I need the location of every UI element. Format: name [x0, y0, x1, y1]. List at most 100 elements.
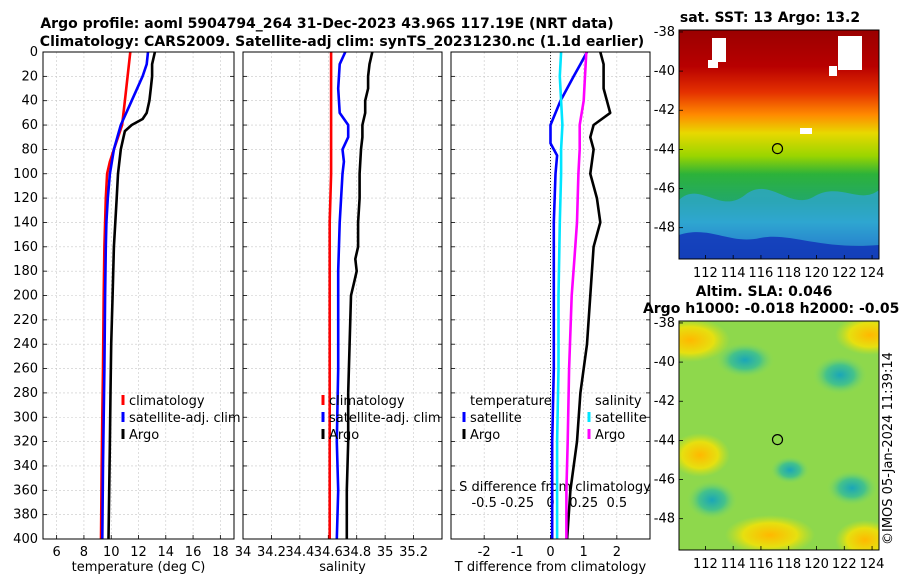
sdiff-tick-label: 0.25 — [569, 496, 598, 511]
sst-lon-label: 120 — [804, 266, 829, 281]
depth-tick-label: 180 — [13, 264, 38, 279]
sla-lat-label: -38 — [654, 316, 675, 331]
sst-lat-label: -48 — [654, 221, 675, 236]
sla-lon-label: 114 — [721, 557, 746, 572]
sst-map-title: sat. SST: 13 Argo: 13.2 — [680, 10, 860, 26]
depth-tick-label: 20 — [21, 69, 38, 84]
depth-tick-label: 0 — [30, 45, 38, 60]
salinity-xtick-label: 34.4 — [285, 545, 314, 560]
sla-map-frame — [678, 320, 880, 551]
temperature-xtick-label: 12 — [130, 545, 147, 560]
salinity-xtick-label: 34 — [235, 545, 252, 560]
temperature-xtick-label: 18 — [212, 545, 229, 560]
sla-high-5 — [835, 520, 879, 550]
temperature-panel: 0 20 40 60 80 100 120 140 160 180 200 220 240 260 280 3… — [13, 45, 240, 575]
temperature-legend-label: climatology — [129, 394, 205, 409]
depth-tick-label: 140 — [13, 215, 38, 230]
sst-lon-label: 118 — [776, 266, 801, 281]
salinity-series-climatology — [328, 52, 333, 539]
sla-map-title-line1: Altim. SLA: 0.046 — [696, 284, 833, 300]
depth-tick-label: 260 — [13, 362, 38, 377]
sla-high-1 — [679, 321, 730, 362]
temperature-series-climatology — [99, 51, 132, 540]
salinity-panel: 34 34.2 34.4 34.6 34.8 35 35.2 salinity climatol… — [235, 51, 443, 575]
temperature-xtick-label: 8 — [80, 545, 88, 560]
depth-tick-label: 120 — [13, 191, 38, 206]
salinity-xtick-label: 35.2 — [399, 545, 428, 560]
sst-cloud-mask-4 — [829, 66, 837, 76]
sst-lat-label: -38 — [654, 25, 675, 40]
sla-lon-label: 116 — [749, 557, 774, 572]
sla-lat-label: -44 — [654, 433, 675, 448]
temperature-legend-label: Argo — [129, 428, 159, 443]
difference-series-s-argo — [565, 51, 588, 539]
legend-t-label: satellite — [470, 411, 522, 426]
difference-xtick-label: -1 — [511, 545, 524, 560]
sst-cloud-mask-5 — [800, 128, 812, 134]
depth-tick-label: 160 — [13, 240, 38, 255]
salinity-xtick-label: 35 — [377, 545, 394, 560]
sst-argo-location-marker — [771, 143, 784, 155]
sla-lon-label: 118 — [776, 557, 801, 572]
difference-xtick-label: 1 — [580, 545, 588, 560]
sst-cloud-mask-1 — [712, 38, 726, 62]
legend-t-label: Argo — [470, 428, 500, 443]
difference-xtick-label: 0 — [546, 545, 554, 560]
depth-tick-label: 320 — [13, 435, 38, 450]
salinity-frame — [242, 51, 443, 540]
sst-deep-cold-band — [679, 232, 879, 259]
sla-lat-label: -46 — [654, 473, 675, 488]
salinity-xtick-label: 34.2 — [257, 545, 286, 560]
salinity-xtick-label: 34.8 — [342, 545, 371, 560]
temperature-xtick-label: 14 — [158, 545, 175, 560]
sdiff-tick-label: -0.25 — [501, 496, 535, 511]
difference-series-t-argo — [565, 51, 612, 540]
sla-low-1 — [715, 342, 775, 378]
depth-tick-label: 60 — [21, 118, 38, 133]
temperature-frame — [42, 51, 235, 540]
sst-map-frame — [678, 29, 880, 260]
sla-map: Altim. SLA: 0.046 Argo h1000: -0.018 h20… — [643, 284, 900, 572]
sst-map-axes: -38 -40 -42 -44 -46 -48 112 114 116 118 120 122 124 — [654, 25, 885, 281]
sla-low-4 — [826, 470, 878, 506]
depth-tick-label: 80 — [21, 142, 38, 157]
salinity-legend-label: Argo — [329, 428, 359, 443]
temperature-xtick-label: 16 — [185, 545, 202, 560]
sdiff-axis-label: S difference from climatology — [459, 480, 651, 495]
depth-tick-label: 40 — [21, 94, 38, 109]
sla-lat-label: -42 — [654, 394, 675, 409]
depth-tick-label: 360 — [13, 483, 38, 498]
sla-low-3 — [686, 480, 738, 520]
temperature-legend-label: satellite-adj. clim — [129, 411, 241, 426]
temperature-series-argo — [107, 51, 157, 540]
sla-high-3 — [679, 433, 730, 477]
sla-high-4 — [725, 515, 815, 550]
sla-lat-label: -48 — [654, 512, 675, 527]
legend-s-label: Argo — [595, 428, 625, 443]
difference-frame — [450, 51, 651, 540]
sdiff-tick-label: 0.5 — [606, 496, 627, 511]
legend-s-title: salinity — [595, 394, 642, 409]
sla-argo-location-marker — [771, 434, 784, 446]
sst-lon-label: 122 — [832, 266, 857, 281]
legend-s-label: satellite — [595, 411, 647, 426]
sst-cloud-mask-2 — [708, 60, 718, 68]
sst-lat-label: -46 — [654, 182, 675, 197]
sst-map: sat. SST: 13 Argo: 13.2 -38-40-42-44-46-… — [654, 10, 885, 281]
temperature-xtick-label: 6 — [53, 545, 61, 560]
sst-lat-label: -40 — [654, 64, 675, 79]
sla-map-axes: -38 -40 -42 -44 -46 -48 112 114 116 118 120 122 124 — [654, 316, 885, 572]
sla-low-2 — [812, 355, 868, 395]
sst-lat-label: -42 — [654, 103, 675, 118]
depth-tick-label: 100 — [13, 167, 38, 182]
sla-lon-label: 112 — [693, 557, 718, 572]
depth-tick-label: 380 — [13, 508, 38, 523]
sla-lon-label: 124 — [860, 557, 885, 572]
sla-high-2 — [835, 321, 879, 355]
legend-t-title: temperature — [470, 394, 552, 409]
difference-xtick-label: -2 — [478, 545, 491, 560]
salinity-series-satellite-adj-clim — [335, 51, 350, 540]
sdiff-tick-label: 0 — [546, 496, 554, 511]
sla-lon-label: 122 — [832, 557, 857, 572]
